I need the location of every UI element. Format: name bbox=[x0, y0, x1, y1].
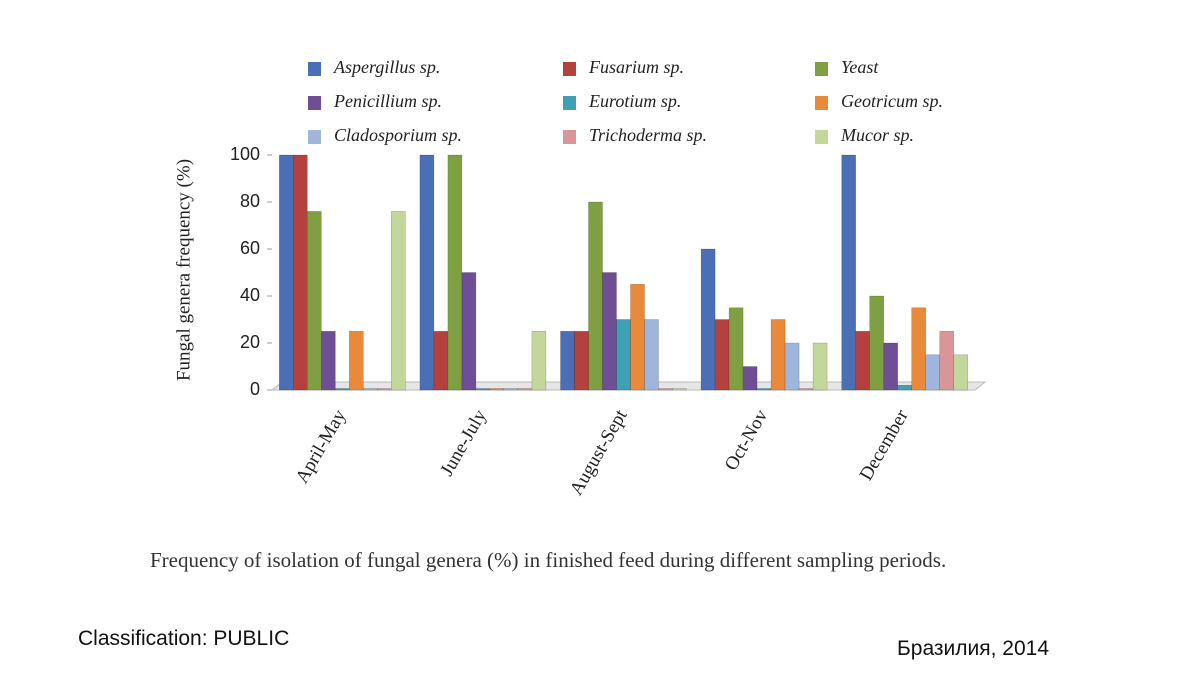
x-tick-label: April-May bbox=[292, 406, 351, 487]
bar bbox=[602, 272, 617, 391]
bar bbox=[376, 388, 392, 391]
bar bbox=[574, 330, 589, 391]
x-tick-label: June-July bbox=[436, 406, 491, 480]
bar bbox=[742, 366, 758, 391]
y-tick-label: 80 bbox=[240, 191, 260, 211]
bar bbox=[897, 384, 913, 391]
bar bbox=[841, 154, 857, 391]
bar bbox=[475, 388, 491, 391]
legend-swatch bbox=[563, 96, 576, 110]
legend-label: Yeast bbox=[841, 57, 879, 77]
bar bbox=[756, 388, 772, 391]
bar bbox=[925, 354, 941, 391]
location: Бразилия, 2014 bbox=[897, 637, 1050, 660]
bar bbox=[419, 154, 435, 391]
x-tick-label: December bbox=[856, 406, 914, 485]
bar bbox=[616, 319, 631, 391]
y-tick-label: 0 bbox=[250, 379, 260, 399]
legend-label: Aspergillus sp. bbox=[333, 57, 440, 77]
legend-label: Cladosporium sp. bbox=[334, 125, 462, 145]
y-axis-label: Fungal genera frequency (%) bbox=[173, 159, 194, 381]
bar bbox=[784, 342, 800, 391]
bar bbox=[306, 211, 322, 391]
legend-label: Geotricum sp. bbox=[841, 91, 943, 111]
legend-label: Eurotium sp. bbox=[588, 91, 681, 111]
bar bbox=[362, 388, 378, 391]
classification: Classification: PUBLIC bbox=[78, 627, 290, 650]
x-tick-label: Oct-Nov bbox=[721, 406, 773, 475]
bar bbox=[320, 330, 336, 391]
bar bbox=[798, 388, 814, 391]
bar bbox=[812, 342, 828, 391]
bar bbox=[658, 388, 673, 391]
bar bbox=[348, 330, 364, 391]
x-tick-label: August-Sept bbox=[566, 406, 632, 499]
y-tick-label: 100 bbox=[230, 144, 260, 164]
legend-swatch bbox=[563, 130, 576, 144]
bar bbox=[588, 201, 603, 391]
legend-swatch bbox=[815, 130, 828, 144]
bar bbox=[489, 388, 505, 391]
bar bbox=[728, 307, 744, 391]
bar bbox=[517, 388, 533, 391]
legend-swatch bbox=[308, 130, 321, 144]
legend-label: Fusarium sp. bbox=[588, 57, 684, 77]
bar bbox=[433, 330, 449, 391]
bar bbox=[503, 388, 519, 391]
bar bbox=[447, 154, 463, 391]
legend-swatch bbox=[308, 96, 321, 110]
legend-swatch bbox=[815, 96, 828, 110]
legend-swatch bbox=[308, 62, 321, 76]
legend-swatch bbox=[815, 62, 828, 76]
bar bbox=[672, 388, 687, 391]
bar bbox=[953, 354, 969, 391]
bar bbox=[770, 319, 786, 391]
bar bbox=[700, 248, 716, 391]
bar bbox=[560, 330, 575, 391]
y-tick-label: 60 bbox=[240, 238, 260, 258]
caption: Frequency of isolation of fungal genera … bbox=[150, 548, 947, 572]
bar bbox=[630, 283, 645, 391]
y-tick-label: 40 bbox=[240, 285, 260, 305]
bar bbox=[278, 154, 294, 391]
legend-label: Penicillium sp. bbox=[333, 91, 442, 111]
bar bbox=[334, 388, 350, 391]
bar bbox=[939, 330, 955, 391]
bar bbox=[869, 295, 885, 391]
bar bbox=[390, 211, 406, 391]
legend-label: Mucor sp. bbox=[840, 125, 914, 145]
bar bbox=[911, 307, 927, 391]
y-tick-label: 20 bbox=[240, 332, 260, 352]
legend-label: Trichoderma sp. bbox=[589, 125, 707, 145]
bar bbox=[461, 272, 477, 391]
bar bbox=[292, 154, 308, 391]
legend-swatch bbox=[563, 62, 576, 76]
bar bbox=[644, 319, 659, 391]
bar bbox=[714, 319, 730, 391]
bar bbox=[883, 342, 899, 391]
chart: Fungal genera frequency (%) 0 20 40 60 80 100… bbox=[173, 57, 987, 499]
bar bbox=[531, 330, 547, 391]
bar bbox=[855, 330, 871, 391]
